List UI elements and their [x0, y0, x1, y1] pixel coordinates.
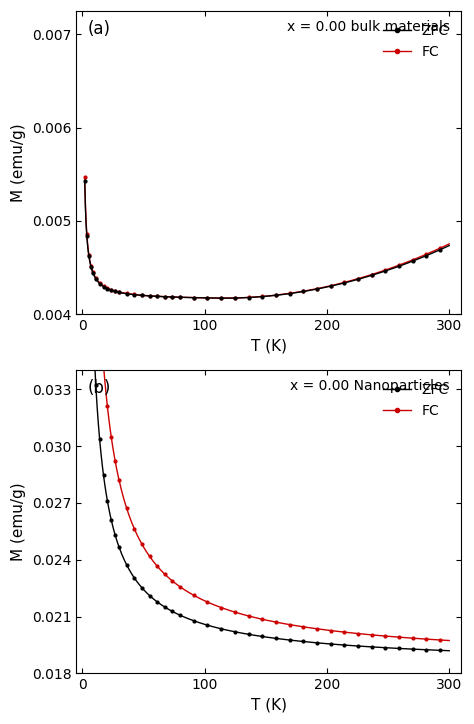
- ZFC: [82, 177, 88, 185]
- ZFC: [102, 283, 108, 292]
- X-axis label: T (K): T (K): [251, 339, 287, 353]
- FC: [410, 634, 416, 642]
- Legend: ZFC, FC: ZFC, FC: [377, 377, 455, 424]
- FC: [82, 172, 88, 181]
- ZFC: [105, 285, 110, 293]
- ZFC: [109, 515, 114, 524]
- ZFC: [447, 241, 452, 250]
- Text: x = 0.00 Nanoparticles: x = 0.00 Nanoparticles: [290, 379, 450, 393]
- FC: [114, 287, 119, 295]
- Text: x = 0.00 bulk materials: x = 0.00 bulk materials: [287, 20, 450, 34]
- ZFC: [223, 294, 228, 303]
- FC: [105, 402, 110, 411]
- FC: [447, 240, 452, 248]
- FC: [447, 636, 452, 645]
- ZFC: [164, 605, 170, 613]
- ZFC: [164, 292, 170, 301]
- ZFC: [102, 480, 108, 489]
- ZFC: [114, 535, 119, 544]
- FC: [109, 285, 114, 294]
- Text: (b): (b): [88, 379, 111, 397]
- FC: [223, 294, 228, 303]
- FC: [105, 284, 110, 292]
- X-axis label: T (K): T (K): [251, 698, 287, 713]
- Line: FC: FC: [83, 0, 451, 642]
- Line: ZFC: ZFC: [83, 0, 451, 652]
- ZFC: [410, 645, 416, 654]
- ZFC: [414, 255, 420, 264]
- ZFC: [114, 287, 119, 296]
- ZFC: [105, 497, 110, 505]
- Legend: ZFC, FC: ZFC, FC: [377, 18, 455, 64]
- Line: ZFC: ZFC: [83, 180, 451, 300]
- FC: [114, 463, 119, 472]
- FC: [102, 376, 108, 384]
- Line: FC: FC: [83, 175, 451, 300]
- Y-axis label: M (emu/g): M (emu/g): [11, 483, 26, 561]
- Text: (a): (a): [88, 20, 111, 38]
- ZFC: [109, 286, 114, 295]
- ZFC: [447, 647, 452, 655]
- FC: [414, 253, 420, 262]
- Y-axis label: M (emu/g): M (emu/g): [11, 123, 26, 202]
- FC: [164, 572, 170, 581]
- FC: [109, 432, 114, 441]
- FC: [164, 292, 170, 301]
- FC: [102, 282, 108, 291]
